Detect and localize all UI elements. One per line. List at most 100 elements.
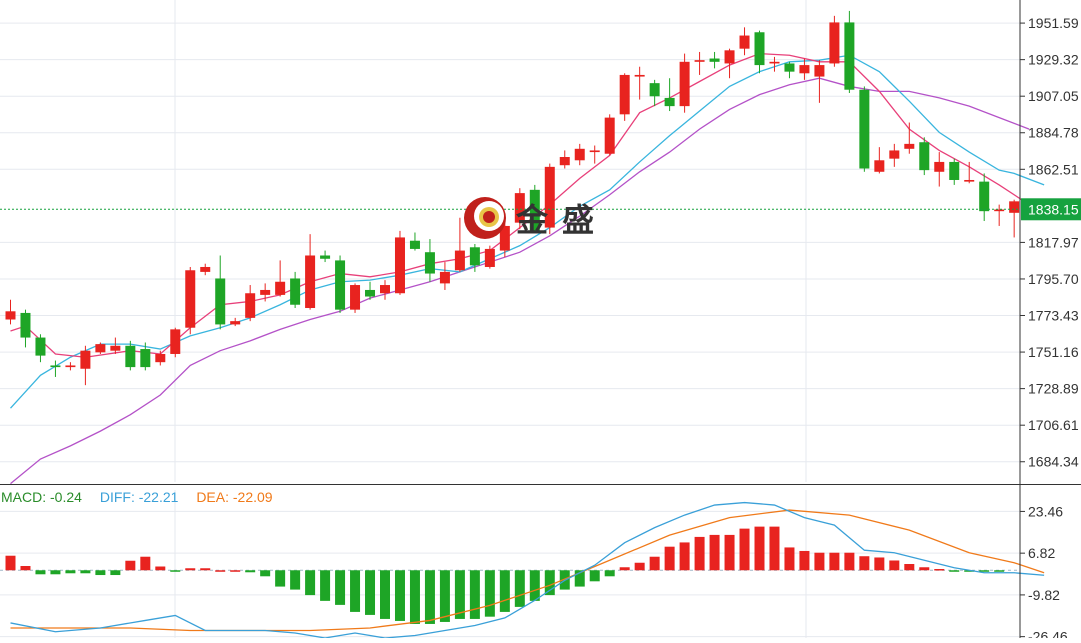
candle xyxy=(290,271,301,309)
candle-body xyxy=(499,225,510,251)
candle xyxy=(589,145,600,164)
candle xyxy=(320,250,331,263)
macd-histogram-bar xyxy=(275,570,286,587)
diff-value: -22.21 xyxy=(138,489,179,505)
dea-line xyxy=(10,509,1045,632)
candle-body xyxy=(200,266,211,272)
price-tick-label: 1728.89 xyxy=(1028,381,1079,397)
candle xyxy=(919,137,930,176)
candle xyxy=(365,281,376,300)
macd-histogram-bar xyxy=(634,562,645,571)
candle-body xyxy=(559,157,570,166)
macd-histogram-bar xyxy=(230,570,241,572)
ma-long-line xyxy=(10,77,1030,485)
macd-histogram-bar xyxy=(394,570,405,621)
candle-body xyxy=(1009,201,1020,213)
dea-label: DEA xyxy=(196,489,226,505)
candle-body xyxy=(50,365,61,368)
candle-body xyxy=(170,329,181,354)
candle-body xyxy=(979,181,990,212)
price-tick-label: 1773.43 xyxy=(1028,308,1079,324)
candle-body xyxy=(424,252,435,274)
candle-body xyxy=(769,61,780,64)
candle-body xyxy=(604,117,615,154)
macd-histogram-bar xyxy=(110,570,121,576)
macd-histogram-bar xyxy=(604,570,615,577)
macd-histogram-bar xyxy=(649,556,660,571)
candle-body xyxy=(619,74,630,115)
price-tick-label: 1817.97 xyxy=(1028,234,1079,250)
macd-value: -0.24 xyxy=(50,489,82,505)
macd-histogram-bar xyxy=(454,570,465,619)
macd-histogram-bar xyxy=(350,570,361,612)
candle xyxy=(754,30,765,74)
candle xyxy=(305,234,316,310)
candle xyxy=(574,143,585,166)
candle-body xyxy=(230,321,241,325)
macd-histogram-bar xyxy=(994,570,1005,572)
macd-legend-macd: MACD: -0.24 xyxy=(1,489,82,505)
candle-body xyxy=(305,255,316,309)
candle-body xyxy=(649,83,660,97)
current-price-tag xyxy=(1021,198,1081,221)
macd-histogram-bar xyxy=(979,570,990,572)
macd-histogram-bar xyxy=(245,570,256,573)
candle xyxy=(499,222,510,258)
candle xyxy=(664,78,675,112)
macd-histogram-bar xyxy=(694,536,705,571)
candle-body xyxy=(275,281,286,295)
macd-histogram-bar xyxy=(320,570,331,601)
candle xyxy=(424,239,435,282)
candle-body xyxy=(964,179,975,182)
candle xyxy=(769,56,780,72)
macd-histogram-bar xyxy=(365,570,376,615)
macd-layer xyxy=(0,501,1045,639)
macd-label: MACD xyxy=(1,489,43,505)
macd-histogram-bar xyxy=(290,570,301,590)
candle-body xyxy=(784,63,795,72)
macd-histogram-bar xyxy=(80,570,91,574)
candle xyxy=(409,232,420,251)
macd-histogram-bar xyxy=(844,552,855,571)
macd-histogram-bar xyxy=(919,567,930,571)
candle xyxy=(529,184,540,233)
moving-average-layer xyxy=(10,52,1045,485)
candle-body xyxy=(874,160,885,172)
candle xyxy=(949,158,960,185)
candle xyxy=(994,204,1005,226)
candle-body xyxy=(125,345,136,368)
macd-legend: MACD: -0.24 DIFF: -22.21 DEA: -22.09 xyxy=(1,489,287,505)
candle-body xyxy=(994,209,1005,212)
candle xyxy=(709,51,720,69)
candle xyxy=(454,217,465,272)
candle xyxy=(185,266,196,335)
price-tick-label: 1706.61 xyxy=(1028,417,1079,433)
candle-body xyxy=(350,285,361,310)
candle-body xyxy=(814,65,825,77)
candle-body xyxy=(469,247,480,266)
macd-histogram-bar xyxy=(574,570,585,587)
watermark: 金盛 xyxy=(462,194,608,242)
candle xyxy=(80,345,91,386)
macd-histogram-bar xyxy=(469,570,480,619)
macd-histogram-bar xyxy=(859,556,870,571)
diff-label: DIFF xyxy=(99,489,131,505)
candle xyxy=(245,285,256,322)
macd-tick-label: -26.46 xyxy=(1028,629,1068,638)
candle-body xyxy=(409,240,420,249)
candle xyxy=(260,283,271,302)
candle-body xyxy=(140,349,151,368)
macd-histogram-bar xyxy=(799,550,810,571)
macd-histogram-bar xyxy=(829,552,840,571)
macd-histogram-bar xyxy=(754,526,765,571)
macd-histogram-bar xyxy=(95,570,106,576)
ma-mid-line xyxy=(10,54,1045,409)
candle-body xyxy=(514,193,525,223)
candle-body xyxy=(290,278,301,305)
candle-body xyxy=(454,250,465,271)
price-tick-label: 1795.70 xyxy=(1028,271,1079,287)
candle xyxy=(559,150,570,169)
macd-histogram-bar xyxy=(544,570,555,596)
candle-body xyxy=(829,22,840,64)
candle-body xyxy=(664,97,675,107)
